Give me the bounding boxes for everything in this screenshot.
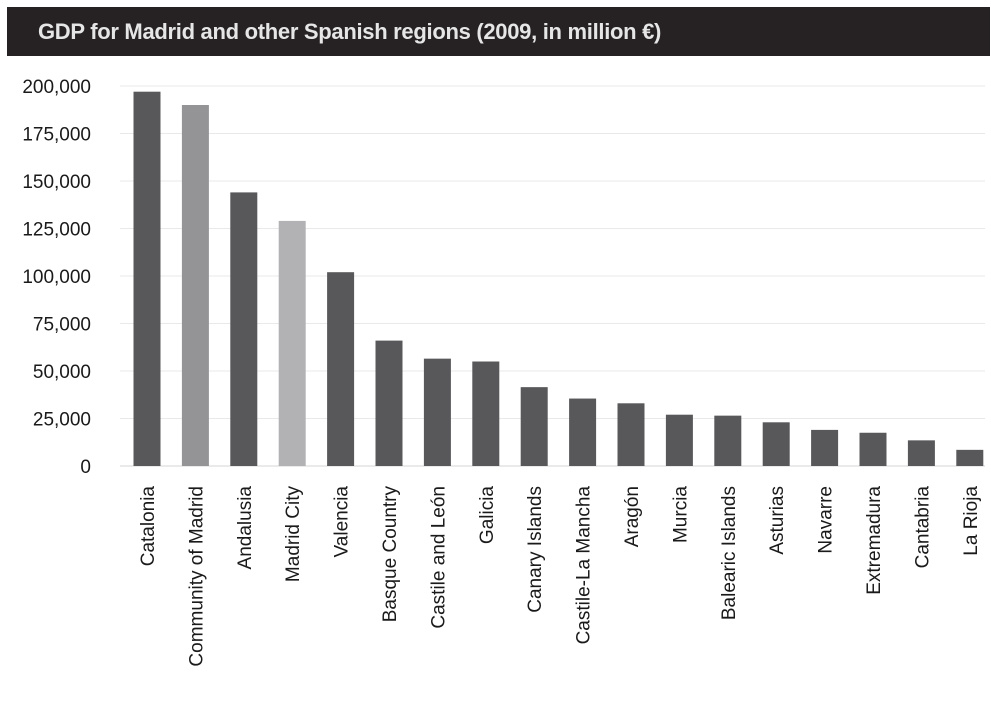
x-tick-label: La Rioja xyxy=(961,486,982,556)
bar xyxy=(230,192,258,466)
bar xyxy=(278,220,306,466)
chart-title-bar: GDP for Madrid and other Spanish regions… xyxy=(7,7,990,56)
y-tick-label: 50,000 xyxy=(33,362,91,383)
bar xyxy=(617,403,645,466)
x-tick-label: Basque Country xyxy=(380,486,401,623)
x-tick-label: Community of Madrid xyxy=(186,486,207,667)
x-axis: Catalonia Community of Madrid Andalusia Mad… xyxy=(138,486,982,667)
bar xyxy=(714,415,742,466)
x-tick-label: Canary Islands xyxy=(525,486,546,613)
y-tick-label: 175,000 xyxy=(22,125,91,146)
y-tick-label: 100,000 xyxy=(22,267,91,288)
bar xyxy=(423,358,451,466)
bar xyxy=(762,422,790,466)
x-tick-label: Balearic Islands xyxy=(719,486,740,620)
x-tick-label: Andalusia xyxy=(235,486,256,570)
bars xyxy=(133,91,984,466)
chart-title: GDP for Madrid and other Spanish regions… xyxy=(38,19,662,44)
x-tick-label: Catalonia xyxy=(138,486,159,567)
y-axis: 0 25,000 50,000 75,000 100,000 125,000 150,000… xyxy=(22,77,91,478)
x-tick-label: Aragón xyxy=(622,486,643,547)
x-tick-label: Navarre xyxy=(816,486,837,554)
x-tick-label: Murcia xyxy=(670,486,691,543)
bar xyxy=(859,432,887,466)
y-tick-label: 200,000 xyxy=(22,77,91,98)
x-tick-label: Extremadura xyxy=(864,486,885,595)
x-tick-label: Castile and León xyxy=(428,486,449,629)
bar xyxy=(520,387,548,466)
bar xyxy=(472,361,500,466)
bar xyxy=(811,429,839,466)
bar xyxy=(133,91,161,466)
y-tick-label: 0 xyxy=(80,457,91,478)
bar xyxy=(181,105,209,466)
x-tick-label: Madrid City xyxy=(283,486,304,583)
bar xyxy=(907,440,935,466)
x-tick-label: Asturias xyxy=(767,486,788,555)
x-tick-label: Cantabria xyxy=(912,486,933,569)
x-tick-label: Castile-La Mancha xyxy=(574,486,595,645)
y-tick-label: 75,000 xyxy=(33,315,91,336)
bar xyxy=(375,340,403,466)
x-tick-label: Valencia xyxy=(332,486,353,558)
y-tick-label: 150,000 xyxy=(22,172,91,193)
x-tick-label: Galicia xyxy=(477,486,498,545)
bar xyxy=(956,449,984,466)
bar xyxy=(327,272,355,466)
bar xyxy=(665,414,693,466)
y-tick-label: 125,000 xyxy=(22,220,91,241)
y-tick-label: 25,000 xyxy=(33,410,91,431)
gridlines xyxy=(120,85,985,467)
bar xyxy=(569,398,597,466)
